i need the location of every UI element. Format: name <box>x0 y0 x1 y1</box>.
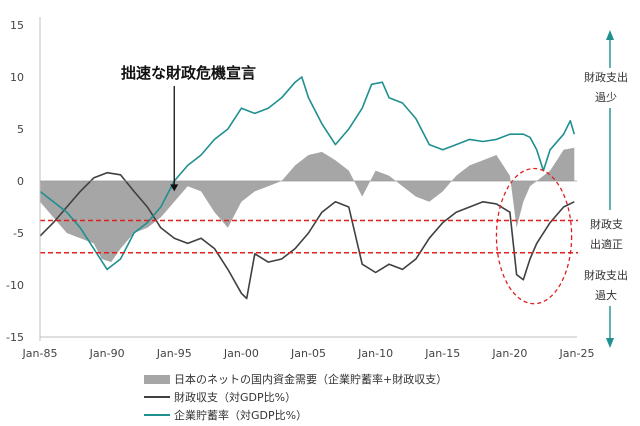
side-label-mid-1: 財政支 <box>590 217 623 231</box>
highlight-ellipse <box>495 167 573 305</box>
x-tick-label: Jan-90 <box>89 347 125 360</box>
side-arrow-up-head <box>606 30 614 40</box>
legend-swatch-area <box>144 374 170 384</box>
legend: 日本のネットの国内資金需要（企業貯蓄率+財政収支） 財政収支（対GDP比%） 企… <box>144 370 447 424</box>
x-tick-label: Jan-85 <box>22 347 58 360</box>
x-tick-label: Jan-15 <box>424 347 460 360</box>
legend-label-area: 日本のネットの国内資金需要（企業貯蓄率+財政収支） <box>174 373 448 386</box>
x-tick-label: Jan-05 <box>290 347 326 360</box>
y-tick-label: 10 <box>10 71 24 84</box>
side-arrow-down-head <box>606 338 614 348</box>
y-tick-label: -15 <box>6 331 24 344</box>
y-tick-label: 5 <box>17 123 24 136</box>
x-tick-label: Jan-95 <box>156 347 192 360</box>
line-layer <box>39 76 576 300</box>
legend-label-fiscal: 財政収支（対GDP比%） <box>174 391 297 404</box>
y-tick-label: -5 <box>13 227 24 240</box>
crisis-label: 拙速な財政危機宣言 <box>121 64 256 82</box>
legend-label-corporate: 企業貯蓄率（対GDP比%） <box>174 409 308 422</box>
y-tick-label: 15 <box>10 19 24 32</box>
legend-item-corporate: 企業貯蓄率（対GDP比%） <box>144 406 447 424</box>
y-tick-label: -10 <box>6 279 24 292</box>
area-layer <box>40 147 575 263</box>
legend-swatch-fiscal <box>144 396 170 398</box>
legend-item-area: 日本のネットの国内資金需要（企業貯蓄率+財政収支） <box>144 370 447 388</box>
reference-lines <box>40 167 578 305</box>
legend-item-fiscal: 財政収支（対GDP比%） <box>144 388 447 406</box>
x-tick-label: Jan-25 <box>559 347 595 360</box>
crisis-arrow-head <box>170 184 179 192</box>
x-tick-label: Jan-20 <box>491 347 527 360</box>
annotations: 拙速な財政危機宣言 財政支出 過少 財政支 出適正 財政支出 過大 <box>121 30 628 348</box>
side-label-bottom-1: 財政支出 <box>584 268 628 282</box>
side-label-top-1: 財政支出 <box>584 70 628 84</box>
series-area-0 <box>40 147 575 263</box>
axes: 15 10 5 0 -5 -10 -15 Jan-85 Jan-90 Jan-95 Jan-00 Ja… <box>6 17 594 360</box>
side-label-top-2: 過少 <box>595 91 617 104</box>
side-label-bottom-2: 過大 <box>595 288 617 302</box>
side-label-mid-2: 出適正 <box>590 237 623 251</box>
x-tick-label: Jan-10 <box>357 347 393 360</box>
series-line-2 <box>39 76 576 271</box>
x-tick-label: Jan-00 <box>223 347 259 360</box>
series-line-1 <box>39 171 575 300</box>
legend-swatch-corporate <box>144 414 170 416</box>
y-tick-label: 0 <box>17 175 24 188</box>
